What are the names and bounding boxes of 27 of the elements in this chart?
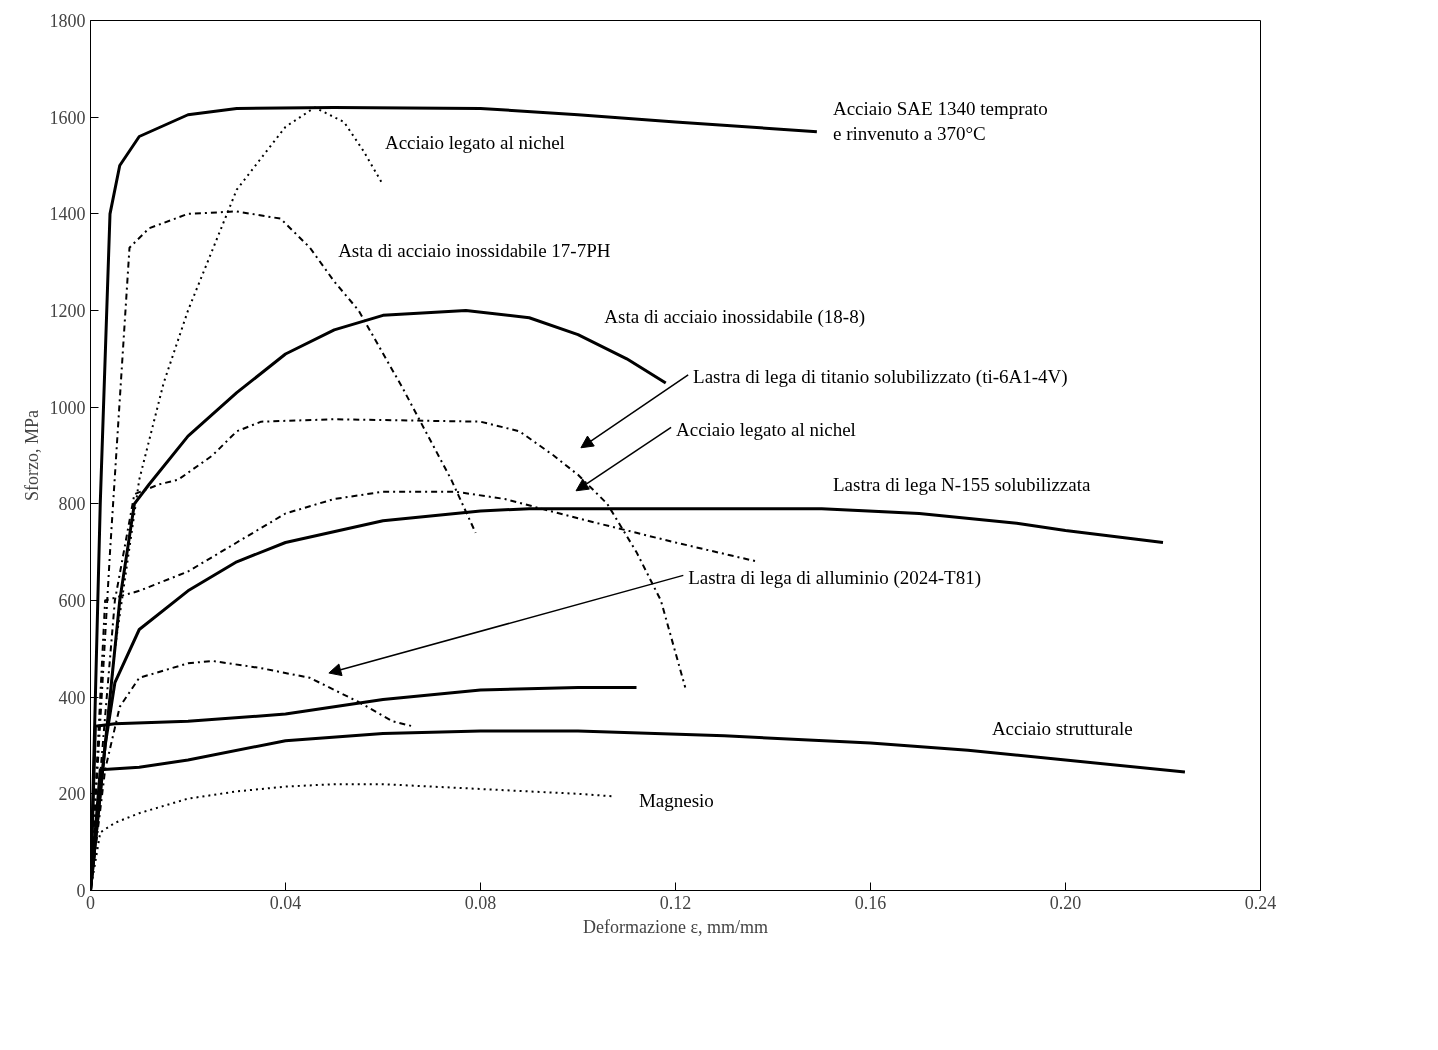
x-tick-label: 0.24 xyxy=(1244,892,1277,913)
series-label: Lastra di lega N-155 solubilizzata xyxy=(832,473,1091,495)
series-label: Magnesio xyxy=(638,790,714,812)
y-tick-label: 1600 xyxy=(49,107,86,128)
series-label: Asta di acciaio inossidabile 17-7PH xyxy=(338,240,611,262)
series-label: Acciaio SAE 1340 temprato e rinvenuto a 370°C xyxy=(832,97,1048,145)
series-label: Asta di acciaio inossidabile (18-8) xyxy=(604,305,865,328)
text: Lastra di lega di titanio solubilizzato (ti-6A1-4V) xyxy=(693,366,1068,389)
x-tick-label: 0.20 xyxy=(1049,892,1082,913)
y-tick-label: 600 xyxy=(58,591,86,611)
y-tick-label: 200 xyxy=(58,784,86,805)
text: Lastra di lega di alluminio (2024-T81) xyxy=(688,566,982,589)
series-label: Acciaio legato al nichel xyxy=(384,131,565,153)
y-tick-label: 1800 xyxy=(49,11,86,31)
y-tick-label: 400 xyxy=(58,687,86,708)
y-axis-title: Sforzo, MPa xyxy=(21,409,42,501)
x-tick-label: 0.04 xyxy=(269,892,302,913)
x-tick-label: 0.16 xyxy=(854,892,887,913)
y-tick-label: 1200 xyxy=(49,301,86,321)
y-tick-label: 1000 xyxy=(49,397,86,418)
x-tick-label: 0.08 xyxy=(464,892,497,913)
y-tick-label: 800 xyxy=(58,494,86,515)
series-label: Acciaio strutturale xyxy=(991,717,1133,739)
text: Acciaio legato al nichel xyxy=(675,418,856,440)
x-tick-label: 0.12 xyxy=(659,892,692,913)
y-tick-label: 1400 xyxy=(49,204,86,225)
x-axis-title: Deformazione ε, mm/mm xyxy=(583,916,769,937)
